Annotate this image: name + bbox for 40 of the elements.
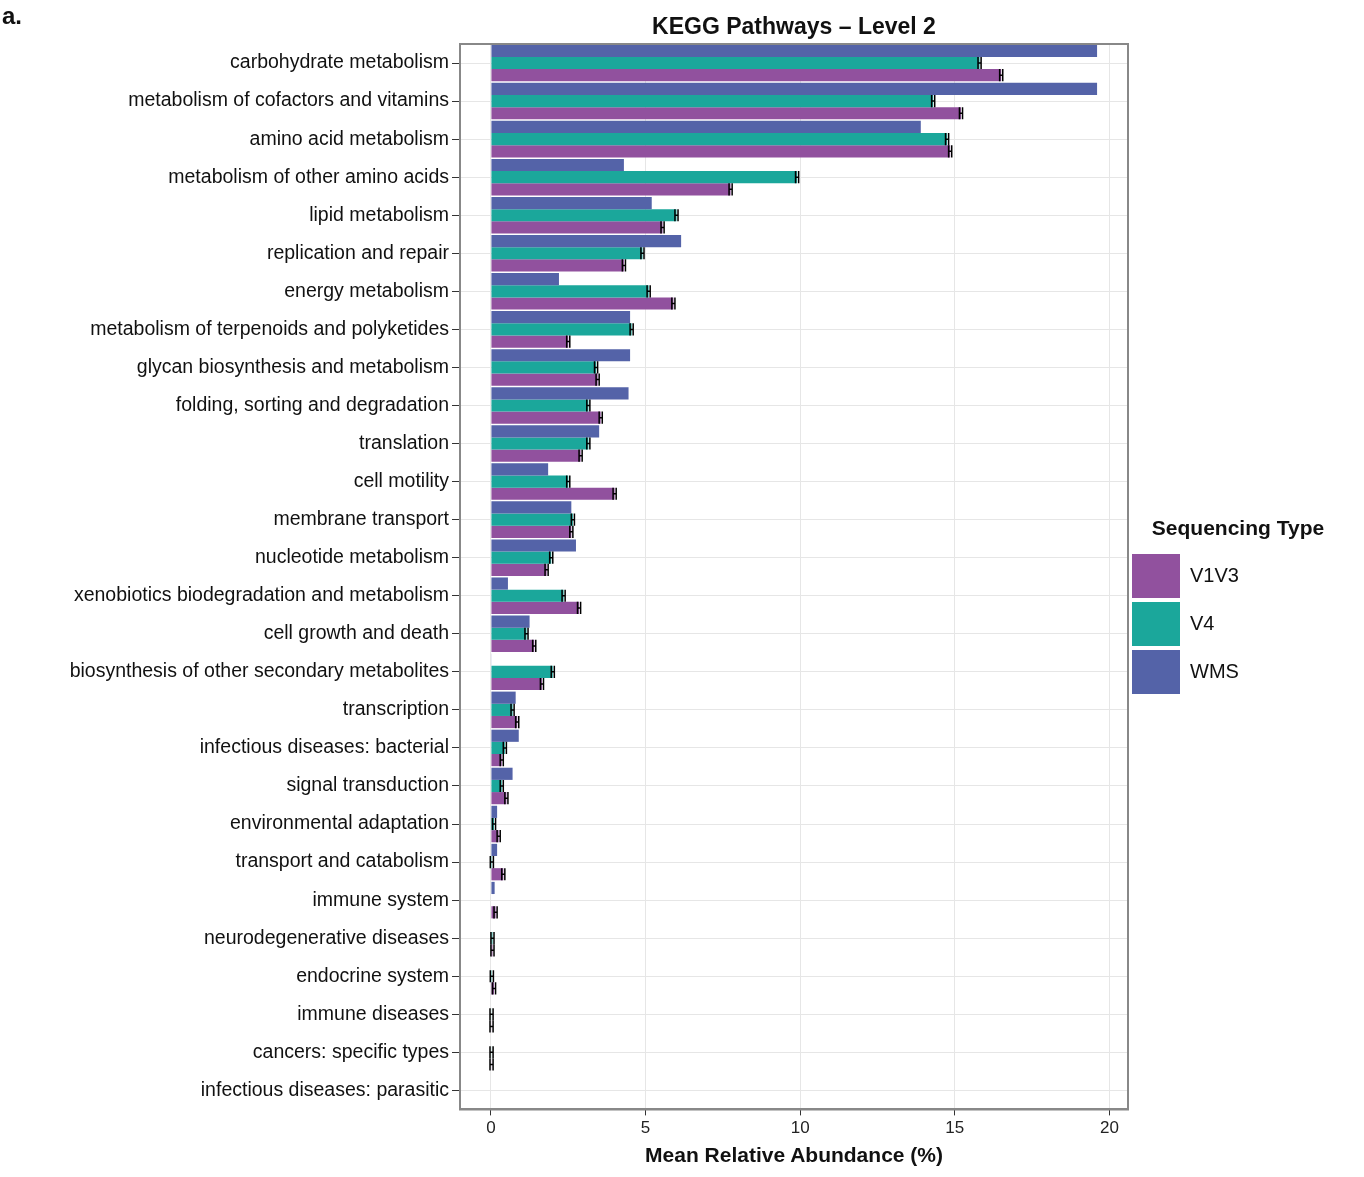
y-tick-label: cell growth and death [263, 621, 449, 644]
y-tick-label: endocrine system [296, 963, 449, 986]
y-tick-label: metabolism of cofactors and vitamins [128, 88, 450, 111]
y-tick-label: membrane transport [273, 507, 450, 529]
y-tick-label: xenobiotics biodegradation and metabolism [73, 583, 449, 606]
y-tick-label: metabolism of other amino acids [168, 164, 450, 187]
y-tick-label: translation [359, 430, 449, 453]
legend-label: WMS [1190, 659, 1239, 682]
y-tick-label: lipid metabolism [309, 202, 449, 225]
chart-title: KEGG Pathways – Level 2 [652, 13, 936, 39]
y-tick-label: signal transduction [286, 773, 449, 796]
text: a. [2, 2, 23, 29]
y-tick-label: transport and catabolism [235, 849, 449, 872]
legend-title: Sequencing Type [1151, 516, 1325, 540]
y-tick-label: energy metabolism [284, 278, 449, 301]
legend-label: V1V3 [1190, 563, 1239, 586]
y-tick-label: cancers: specific types [252, 1039, 450, 1062]
x-tick-label: 10 [790, 1118, 810, 1138]
y-tick-label: environmental adaptation [230, 811, 449, 834]
x-tick-label: 20 [1099, 1118, 1119, 1138]
y-tick-label: folding, sorting and degradation [175, 392, 449, 415]
y-tick-label: metabolism of terpenoids and polyketides [90, 316, 450, 339]
y-tick-label: nucleotide metabolism [254, 545, 449, 568]
y-tick-label: immune diseases [297, 1001, 450, 1024]
y-tick-label: transcription [342, 697, 449, 720]
y-tick-label: infectious diseases: parasitic [200, 1077, 450, 1100]
y-tick-label: cell motility [353, 468, 450, 491]
x-axis-title: Mean Relative Abundance (%) [645, 1143, 943, 1167]
y-tick-label: immune system [312, 887, 449, 910]
y-tick-label: carbohydrate metabolism [230, 50, 449, 73]
y-tick-label: replication and repair [266, 240, 450, 263]
y-tick-label: neurodegenerative diseases [203, 925, 450, 948]
x-tick-label: 0 [486, 1118, 496, 1138]
y-tick-label: glycan biosynthesis and metabolism [136, 354, 449, 377]
legend-label: V4 [1190, 611, 1215, 634]
y-tick-label: amino acid metabolism [249, 126, 449, 149]
y-tick-label: biosynthesis of other secondary metabolites [69, 659, 450, 682]
x-tick-label: 15 [945, 1118, 965, 1138]
x-tick-label: 5 [640, 1118, 651, 1138]
y-tick-label: infectious diseases: bacterial [199, 735, 449, 758]
